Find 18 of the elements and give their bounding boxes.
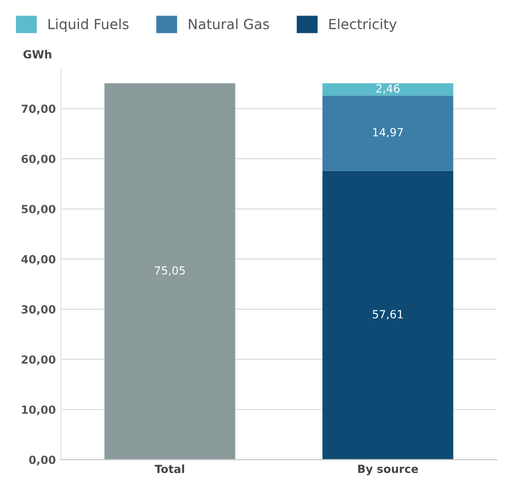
y-tick-label: 60,00 <box>22 154 56 165</box>
data-label: 75,05 <box>154 266 185 276</box>
y-tick-label: 30,00 <box>22 305 56 315</box>
y-tick-label: 20,00 <box>22 355 56 366</box>
data-label: 57,61 <box>372 310 403 320</box>
y-tick-label: 50,00 <box>22 204 56 215</box>
y-tick-label: 40,00 <box>21 255 56 265</box>
y-tick-label: 10,00 <box>22 405 56 416</box>
legend-label: Liquid Fuels <box>48 18 129 32</box>
x-tick-label: Total <box>154 464 184 474</box>
y-tick-label: 0,00 <box>29 456 56 466</box>
y-axis-title: GWh <box>23 50 52 58</box>
legend-label: Electricity <box>329 18 397 32</box>
data-label: 2,46 <box>376 84 400 94</box>
legend-label: Natural Gas <box>188 18 269 30</box>
data-label: 14,97 <box>373 128 403 138</box>
x-tick-label: By source <box>358 464 418 476</box>
y-tick-label: 70,00 <box>22 104 56 114</box>
